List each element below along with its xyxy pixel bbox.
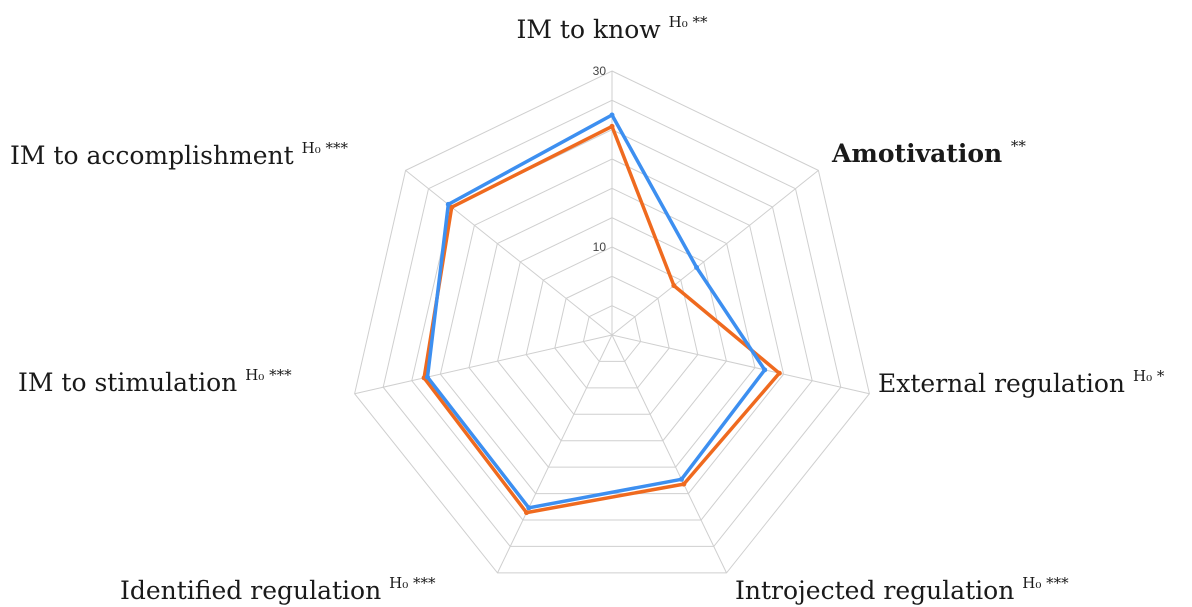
grid-ring [382, 99, 842, 547]
axis-labels: IM to know H₀ **Amotivation **External r… [10, 13, 1165, 605]
axis-spoke [497, 334, 613, 574]
hypothesis-mark: H₀ [669, 13, 693, 31]
axis-spoke [611, 334, 727, 574]
data-point [609, 112, 615, 118]
significance-mark: *** [1046, 574, 1069, 592]
data-point [679, 476, 684, 482]
axis-label-introjected-regulation: Introjected regulation H₀ *** [735, 574, 1069, 605]
axis-label-identified-regulation: Identified regulation H₀ *** [120, 574, 436, 605]
axis-label-text: Amotivation [831, 139, 1011, 168]
tick-label: 10 [593, 240, 607, 254]
data-point [425, 374, 430, 380]
significance-mark: *** [326, 139, 349, 157]
axis-label-text: IM to accomplishment [10, 141, 302, 170]
data-point [524, 510, 529, 516]
grid-ring [354, 70, 870, 574]
data-point [449, 204, 455, 210]
axis-spoke [354, 334, 613, 395]
hypothesis-mark: H₀ [1022, 574, 1046, 592]
grid-ring [554, 275, 670, 389]
axis-label-amotivation: Amotivation ** [831, 137, 1026, 168]
significance-mark: *** [269, 366, 292, 384]
hypothesis-mark: H₀ [1133, 367, 1157, 385]
series-layer [421, 112, 782, 516]
axis-label-text: IM to know [517, 15, 669, 44]
hypothesis-mark: H₀ [302, 139, 326, 157]
axis-label-im-to-accomplishment: IM to accomplishment H₀ *** [10, 139, 349, 170]
axis-label-text: External regulation [878, 369, 1133, 398]
tick-labels: 10 30 [593, 64, 607, 254]
tick-label: 30 [593, 64, 607, 78]
data-point [526, 505, 532, 511]
grid-ring [468, 187, 756, 468]
axis-spoke [611, 334, 870, 395]
data-point [681, 481, 687, 487]
data-point [694, 265, 700, 270]
axis-spoke [611, 170, 819, 336]
axis-label-text: IM to stimulation [18, 368, 245, 397]
axis-spoke [405, 170, 613, 336]
significance-mark: ** [693, 13, 709, 31]
axis-label-text: Introjected regulation [735, 576, 1022, 605]
hypothesis-mark: H₀ [389, 574, 413, 592]
significance-mark: *** [413, 574, 436, 592]
axis-label-external-regulation: External regulation H₀ * [878, 367, 1165, 398]
series-line-2 [425, 113, 767, 510]
axis-label-text: Identified regulation [120, 576, 389, 605]
grid-ring [582, 305, 642, 362]
axis-label-im-to-stimulation: IM to stimulation H₀ *** [18, 366, 292, 397]
significance-mark: * [1157, 367, 1165, 385]
data-point [609, 123, 615, 129]
grid-ring [497, 217, 727, 442]
data-point [776, 370, 782, 376]
data-point [445, 201, 451, 207]
hypothesis-mark: H₀ [245, 366, 269, 384]
series-line-1 [422, 124, 782, 515]
axis-label-im-to-know: IM to know H₀ ** [517, 13, 709, 44]
significance-mark: ** [1011, 137, 1027, 155]
data-point [671, 283, 677, 289]
data-point [762, 367, 768, 373]
